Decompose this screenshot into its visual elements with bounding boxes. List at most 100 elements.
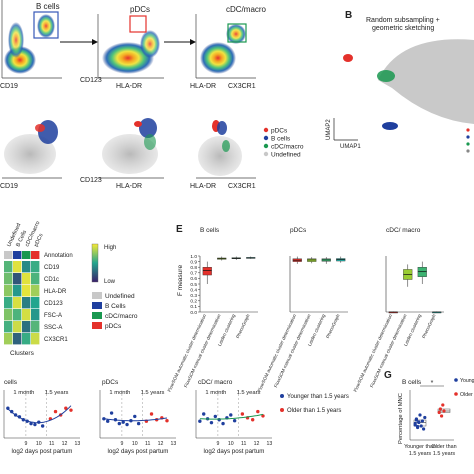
flow-plot-3: cDC/macro HLA-DR CX3CR1 <box>190 5 267 90</box>
scatter-point <box>40 424 45 428</box>
boxplot-tick-label: 0.5 <box>190 282 197 288</box>
overlay-plot-2: CD123 HLA-DR <box>80 118 164 190</box>
scatter-tick-label: 12 <box>62 441 68 447</box>
boxplot-tick-label: 0.0 <box>190 310 197 316</box>
scatter-point <box>250 418 255 422</box>
flow-plot-2: pDCs CD123 HLA-DR <box>80 5 164 90</box>
legend-swatch <box>92 312 102 319</box>
heatmap-cell <box>31 321 40 333</box>
legend-label: Older than 1.5 years <box>287 408 341 414</box>
umap-pdc-cluster <box>343 54 353 62</box>
legend-swatch <box>92 322 102 329</box>
strip-point <box>423 415 427 420</box>
strip-point <box>420 419 424 423</box>
scatter-point <box>209 420 214 425</box>
strip-point <box>414 418 418 422</box>
scatter-tick-label: 12 <box>158 441 164 447</box>
heatmap-row-label: SSC-A <box>44 325 62 331</box>
strip-point <box>441 403 445 407</box>
heatmap-cell <box>22 297 31 309</box>
flow-axis-hladr: HLA-DR <box>116 183 142 190</box>
scatter-tick-label: 10 <box>132 441 138 447</box>
umap-axis-label-1: UMAP1 <box>340 144 361 150</box>
legend-label: pDCs <box>105 323 122 330</box>
scatter-tick-label: 11 <box>241 441 246 447</box>
heatmap-cell <box>13 261 22 273</box>
scatter-point <box>232 419 237 423</box>
heatmap-legend: Undefined B Cells cDC/macro pDCs <box>92 292 138 330</box>
colorbar-low: Low <box>104 279 116 285</box>
heatmap-row-label: Annotation <box>44 253 73 259</box>
scatter-xlabel: log2 days post partum <box>204 448 265 455</box>
strip-point <box>417 420 421 424</box>
heatmap-cell <box>13 309 22 321</box>
legend-label: pDCs <box>271 127 288 134</box>
strip-point <box>442 409 446 413</box>
scatter-tick-label: 13 <box>75 441 81 447</box>
scatter-point <box>149 412 154 416</box>
scatter-point <box>198 419 202 423</box>
heatmap-row-label: HLA-DR <box>44 289 67 295</box>
heatmap-annotation-cell <box>13 251 22 259</box>
legend-label: Younger than 1.5 years <box>460 378 474 384</box>
scatter-point <box>136 421 141 426</box>
legend-label: cDC/macro <box>271 143 304 150</box>
heatmap-row-label: FSC-A <box>44 313 62 319</box>
legend-swatch <box>454 378 458 382</box>
gate-label-pdcs: pDCs <box>130 5 150 14</box>
legend-label: cDC/macro <box>105 313 138 320</box>
flow-axis-cd19: CD19 <box>0 83 18 90</box>
scatter-annotation: 1.5 years <box>237 390 261 396</box>
legend-swatch <box>263 143 269 149</box>
scatter-point <box>102 417 106 421</box>
legend-swatch <box>92 302 102 309</box>
scatter-point <box>109 411 114 415</box>
strip-point <box>422 427 426 431</box>
umap-legend-dot <box>466 128 470 132</box>
scatter-point <box>165 419 169 423</box>
flow-axis-cd19: CD19 <box>0 183 18 190</box>
scatter-tick-label: 9 <box>120 441 123 447</box>
scatter-xlabel: log2 days post partum <box>108 448 169 455</box>
boxplot-title: cDC/ macro <box>386 227 421 234</box>
heatmap-cell <box>13 333 22 345</box>
scatter-point <box>69 408 73 412</box>
flow-axis-cx3cr1: CX3CR1 <box>228 183 256 190</box>
scatter-tick-label: 12 <box>254 441 260 447</box>
boxplot-tick-label: 0.8 <box>190 265 197 271</box>
scatter-annotation: 1 month <box>109 390 130 396</box>
gate-arrow-head <box>190 39 196 45</box>
strip-point <box>416 424 420 429</box>
scatter-point <box>64 406 68 410</box>
scatter-title: pDCs <box>102 379 119 386</box>
umap-undefined-cloud <box>378 39 474 124</box>
scatter-tick-label: 10 <box>36 441 42 447</box>
flow-axis-cx3cr1: CX3CR1 <box>228 83 256 90</box>
heatmap-cell <box>4 261 13 273</box>
umap-legend-dot <box>466 142 470 146</box>
scatter-tick-label: 10 <box>228 441 234 447</box>
strip-point <box>437 410 441 415</box>
boxplot-tick-label: 0.3 <box>190 293 197 299</box>
heatmap-cell <box>31 333 40 345</box>
scatter-point <box>121 420 125 424</box>
scatter-fit-line <box>103 417 168 422</box>
heatmap-row-label: CD123 <box>44 301 63 307</box>
scatter-annotation: 1.5 years <box>45 390 69 396</box>
heatmap-xlabel: Clusters <box>10 350 35 357</box>
boxplot-tick-label: 0.4 <box>190 287 197 293</box>
heatmap-cell <box>31 285 40 297</box>
flow-axis-hladr: HLA-DR <box>116 83 142 90</box>
scatter-tick-label: 13 <box>267 441 273 447</box>
heatmap-cell <box>4 333 13 345</box>
scatter-point <box>229 413 233 417</box>
strip-category-label: 1.5 years <box>433 451 455 457</box>
heatmap-cell <box>22 285 31 297</box>
heatmap-cell <box>13 321 22 333</box>
boxplot-title: pDCs <box>290 227 307 234</box>
strip-category-label: Older than <box>431 444 456 450</box>
heatmap-cell <box>13 285 22 297</box>
gate-label-bcells: B cells <box>36 2 60 11</box>
